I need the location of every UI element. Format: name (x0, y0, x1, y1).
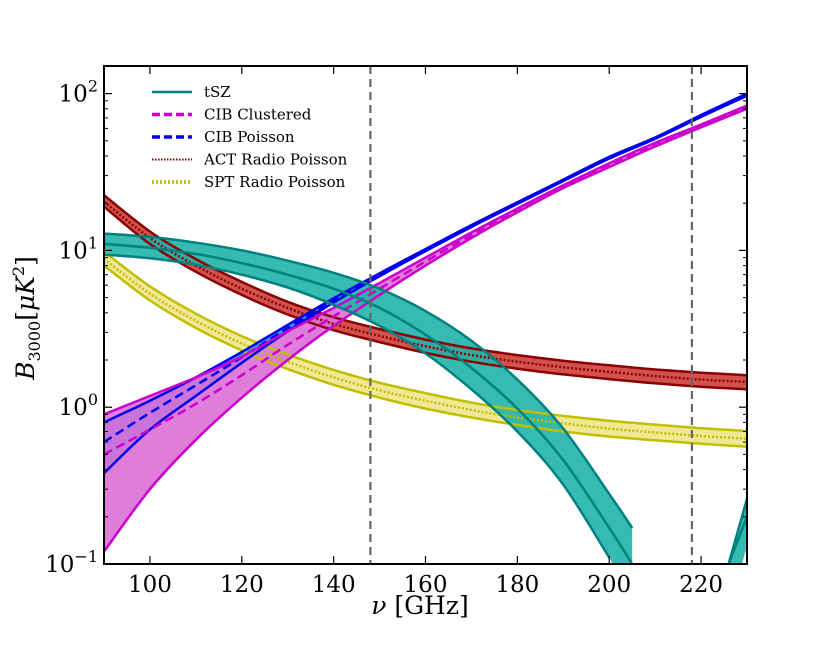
tsz-lower-bound (104, 253, 611, 559)
legend-label-spt-radio-poisson: SPT Radio Poisson (204, 173, 346, 191)
legend-label-act-radio-poisson: ACT Radio Poisson (203, 151, 348, 169)
reference-lines (369, 66, 693, 564)
spt-radio-poisson-line (104, 258, 747, 440)
legend-label-cib-poisson: CIB Poisson (204, 128, 295, 146)
x-tick-label: 160 (404, 572, 448, 598)
cib-clustered-lower-bound (104, 107, 747, 553)
legend-label-tsz: tSZ (204, 83, 231, 101)
y-tick-label: 102 (59, 77, 98, 108)
x-tick-label: 200 (587, 572, 631, 598)
x-axis: 100 120 140 160 180 200 220 (128, 66, 723, 598)
tsz-line (727, 516, 747, 564)
tsz-band (104, 233, 633, 564)
y-tick-label: 100 (59, 390, 98, 421)
legend-label-cib-clustered: CIB Clustered (204, 106, 312, 124)
x-axis-label: ν [GHz] (371, 591, 469, 620)
cib-poisson-lower-bound (104, 94, 747, 475)
spt-radio-poisson-lower-bound (104, 264, 747, 448)
y-axis-label: B3000[μK2] (9, 256, 44, 381)
line-layer (104, 92, 747, 564)
x-tick-label: 100 (128, 572, 172, 598)
legend: tSZ CIB Clustered CIB Poisson ACT Radio Poi… (152, 83, 348, 191)
cib-clustered-upper-bound (104, 104, 747, 416)
cib-poisson-upper-bound (104, 92, 747, 424)
x-tick-label: 220 (679, 572, 723, 598)
y-axis: 10−1 100 101 102 (45, 77, 747, 578)
y-tick-label: 101 (59, 233, 98, 264)
x-tick-label: 140 (312, 572, 356, 598)
x-tick-label: 180 (495, 572, 539, 598)
x-tick-label: 120 (220, 572, 264, 598)
act-radio-poisson-line (104, 200, 747, 384)
tsz-upper-bound (104, 232, 634, 529)
tsz-line (104, 242, 634, 564)
spt-radio-poisson-upper-bound (104, 250, 747, 433)
cib-clustered-line (104, 105, 747, 456)
y-tick-label: 10−1 (45, 547, 98, 578)
